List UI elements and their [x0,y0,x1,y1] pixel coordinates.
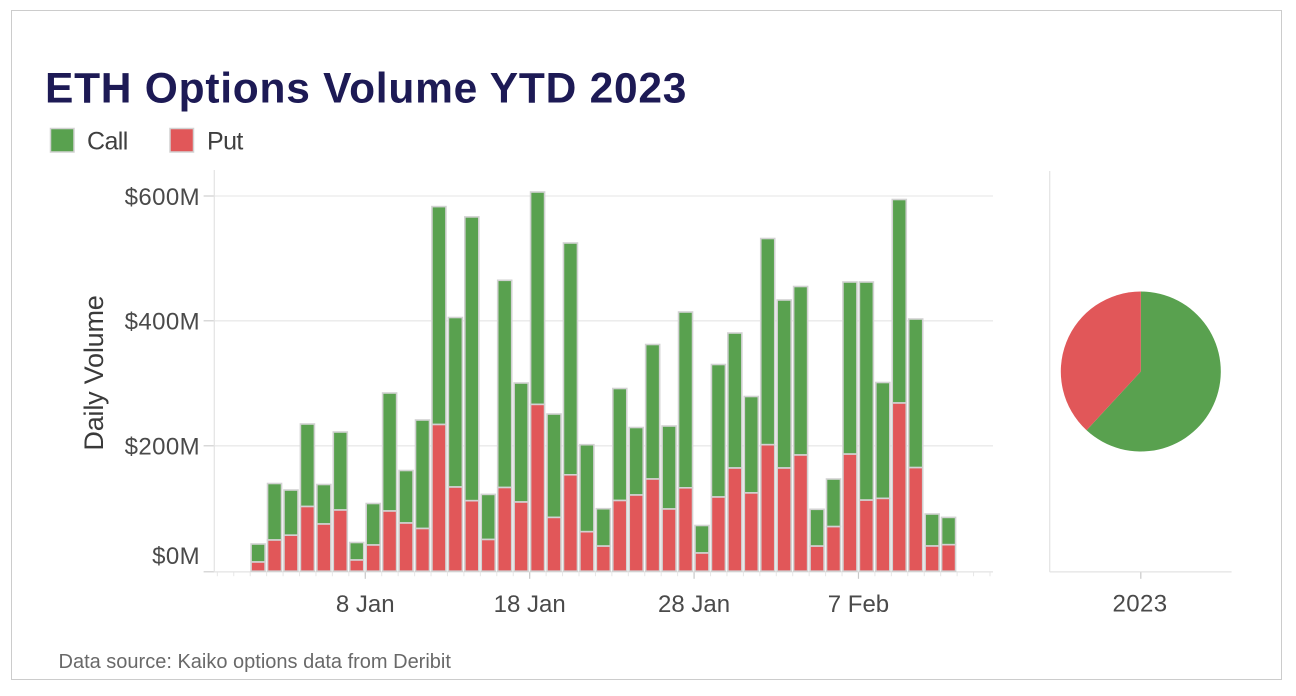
svg-text:Put: Put [207,128,243,156]
svg-text:18 Jan: 18 Jan [494,591,566,618]
svg-text:$600M: $600M [125,184,200,211]
svg-text:$400M: $400M [125,309,200,336]
svg-text:Call: Call [87,128,128,156]
svg-text:Daily Volume: Daily Volume [79,295,109,450]
svg-text:8 Jan: 8 Jan [336,591,395,618]
svg-text:ETH Options Volume YTD 2023: ETH Options Volume YTD 2023 [45,66,687,113]
svg-text:$200M: $200M [125,434,200,461]
svg-text:28 Jan: 28 Jan [658,591,730,618]
svg-text:Data source: Kaiko options dat: Data source: Kaiko options data from Der… [59,651,452,673]
svg-text:7 Feb: 7 Feb [828,591,889,618]
svg-text:2023: 2023 [1113,590,1168,617]
svg-text:$0M: $0M [152,543,200,570]
